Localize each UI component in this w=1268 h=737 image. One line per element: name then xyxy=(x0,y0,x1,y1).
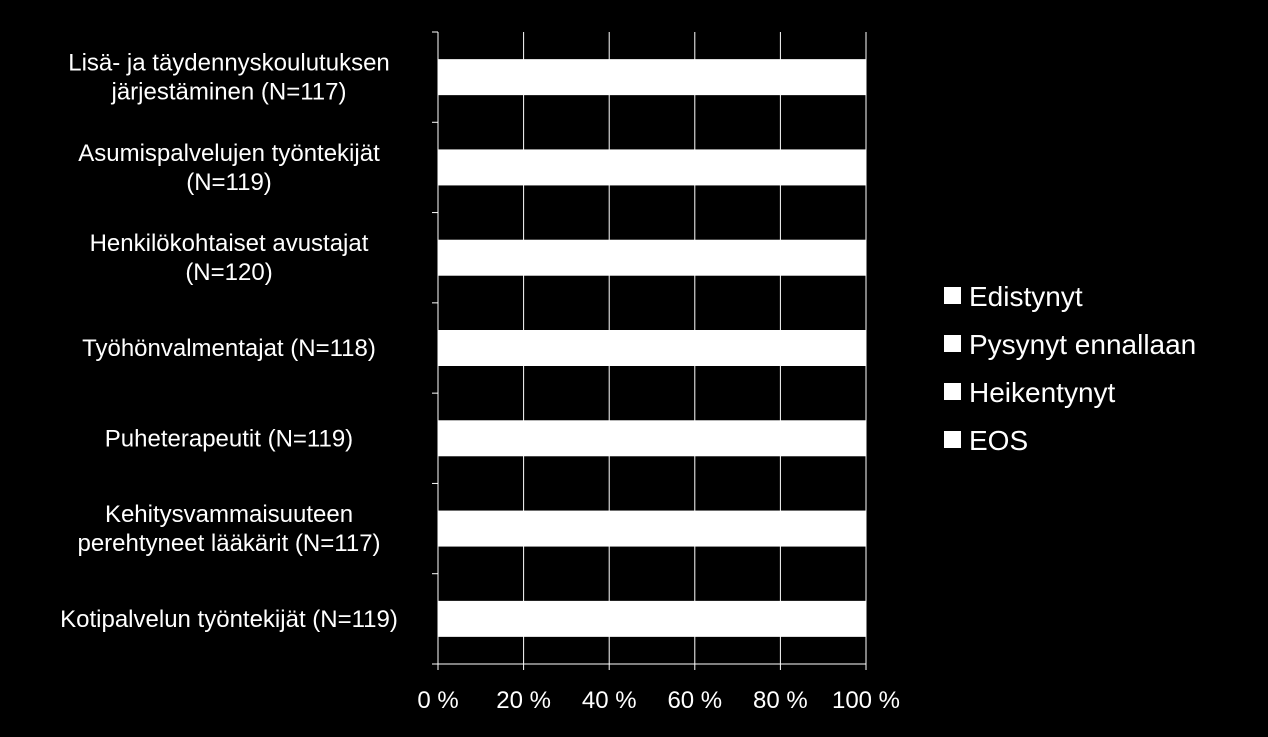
category-label: Lisä- ja täydennyskoulutuksen järjestämin… xyxy=(68,50,390,106)
x-tick-label: 20 % xyxy=(496,687,551,714)
legend-swatch xyxy=(944,431,961,448)
x-tick-label: 40 % xyxy=(582,687,637,714)
legend-label: Pysynyt ennallaan xyxy=(969,329,1196,360)
x-tick-label: 80 % xyxy=(753,687,808,714)
legend-swatch xyxy=(944,335,961,352)
x-tick-label: 0 % xyxy=(417,687,458,714)
legend-label: Heikentynyt xyxy=(969,377,1116,408)
bars xyxy=(438,59,866,637)
bar-segment xyxy=(438,330,866,366)
category-label: Kotipalvelun työntekijät (N=119) xyxy=(60,606,398,633)
x-tick-labels: 0 % 20 % 40 % 60 % 80 % 100 % xyxy=(417,687,900,714)
legend-swatch xyxy=(944,383,961,400)
x-tick-label: 60 % xyxy=(667,687,722,714)
bar-segment xyxy=(438,420,866,457)
legend-swatch xyxy=(944,287,961,304)
x-tick-label: 100 % xyxy=(832,687,900,714)
category-label: Kehitysvammaisuuteen perehtyneet lääkärit… xyxy=(77,501,380,557)
axes xyxy=(432,31,867,670)
category-label: Puheterapeutit (N=119) xyxy=(105,425,353,452)
bar-segment xyxy=(438,239,866,276)
category-labels: Lisä- ja täydennyskoulutuksen järjestämin… xyxy=(60,50,398,633)
category-label: Asumispalvelujen työntekijät (N=119) xyxy=(78,140,380,196)
bar-segment xyxy=(438,59,866,96)
bar-segment xyxy=(438,600,866,637)
category-label: Henkilökohtaiset avustajat (N=120) xyxy=(90,230,369,286)
bar-segment xyxy=(438,510,866,547)
legend: Edistynyt Pysynyt ennallaan Heikentynyt EOS xyxy=(944,281,1196,456)
legend-label: Edistynyt xyxy=(969,281,1083,312)
legend-label: EOS xyxy=(969,425,1028,456)
category-label: Työhönvalmentajat (N=118) xyxy=(82,335,376,362)
bar-segment xyxy=(438,149,866,186)
